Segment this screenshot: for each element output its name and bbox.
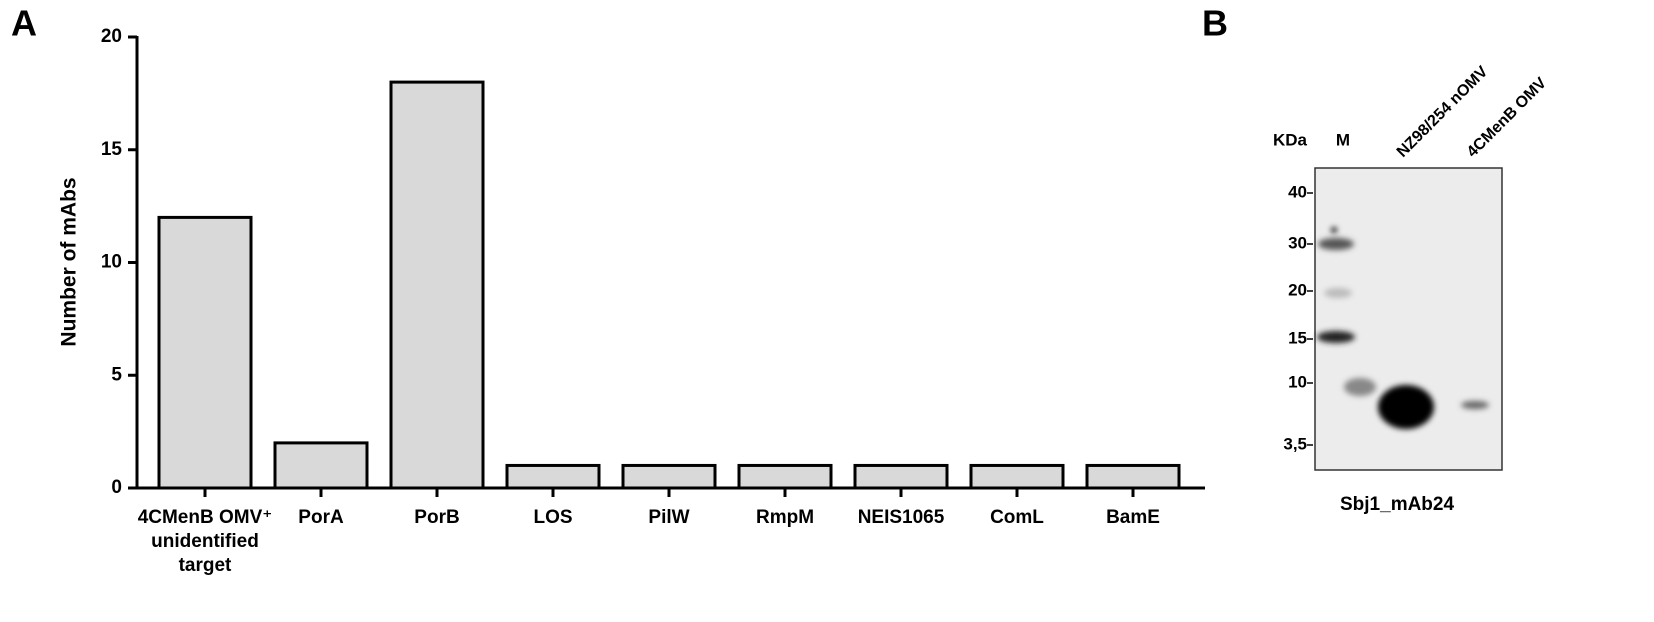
- x-tick-label: LOS: [533, 507, 573, 528]
- x-tick-label: 4CMenB OMV⁺ unidentified target: [137, 507, 273, 576]
- bar: [157, 215, 253, 490]
- bar: [1085, 463, 1181, 490]
- blot-unit: KDa: [1273, 130, 1308, 149]
- panel-label: A: [11, 3, 37, 44]
- bar: [621, 463, 717, 490]
- bar: [273, 441, 369, 490]
- x-tick-label: ComL: [990, 507, 1044, 528]
- y-tick-label: 10: [101, 252, 122, 273]
- marker-label: 3,5: [1283, 434, 1307, 453]
- marker-label: 40: [1288, 182, 1307, 201]
- y-axis-label: Number of mAbs: [58, 177, 81, 346]
- bar: [505, 463, 601, 490]
- y-tick-label: 0: [111, 477, 122, 498]
- marker-label: 30: [1288, 233, 1307, 252]
- y-tick-label: 5: [111, 364, 122, 385]
- x-tick-label: RmpM: [755, 507, 815, 528]
- marker-label: 10: [1288, 372, 1307, 391]
- bar: [737, 463, 833, 490]
- x-tick-label: BamE: [1106, 507, 1160, 528]
- x-tick-label: NEIS1065: [857, 507, 945, 528]
- x-tick-label: PorB: [414, 507, 460, 528]
- marker-label: 20: [1288, 280, 1307, 299]
- blot-caption: Sbj1_mAb24: [1340, 494, 1454, 515]
- marker-lane-label: M: [1336, 130, 1350, 149]
- bar: [969, 463, 1065, 490]
- x-tick-label: PorA: [298, 507, 344, 528]
- panel-label: B: [1202, 3, 1228, 44]
- x-tick-label: PilW: [648, 507, 690, 528]
- bar: [853, 463, 949, 490]
- bar: [389, 80, 485, 490]
- y-tick-label: 20: [101, 26, 122, 47]
- y-tick-label: 15: [101, 139, 123, 160]
- blot-bands: [1317, 227, 1489, 429]
- marker-label: 15: [1288, 328, 1307, 347]
